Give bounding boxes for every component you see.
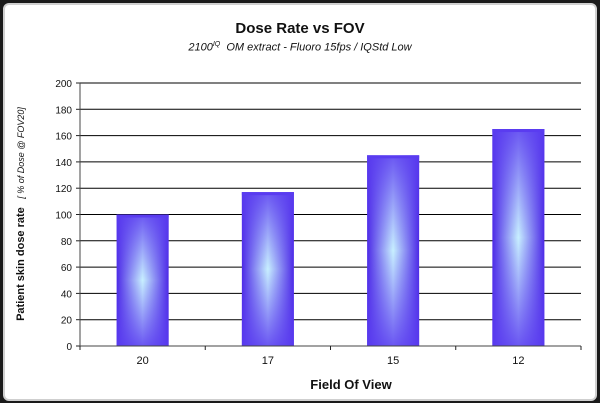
subtitle-rest: OM extract - Fluoro 15fps / IQStd Low [226,41,412,54]
bar-shade [367,155,420,346]
bar-cap [116,214,169,218]
y-tick-label: 80 [61,237,73,248]
x-tick-label: 12 [512,355,524,367]
subtitle-model-sup: IQ [212,41,221,48]
y-axis-label-main: Patient skin dose rate [15,207,27,321]
bars [116,129,545,346]
bar-shade [492,129,545,346]
x-tick-label: 20 [137,355,149,367]
y-tick-label: 60 [61,263,73,274]
chart-title: Dose Rate vs FOV [235,20,365,37]
y-axis-label: Patient skin dose rate [ % of Dose @ FOV… [11,107,28,321]
y-axis-label-unit: [ % of Dose @ FOV20] [16,107,26,200]
bar-12 [492,129,545,346]
bar-shade [241,192,294,346]
bar-cap [367,155,420,159]
bar-20 [116,214,169,346]
chart-subtitle: 2100IQ OM extract - Fluoro 15fps / IQStd… [0,41,600,54]
y-tick-label: 120 [55,184,72,195]
x-tick-label: 15 [387,355,399,367]
y-tick-label: 140 [55,158,72,169]
bar-17 [241,192,294,346]
x-tick-label: 17 [262,355,274,367]
y-tick-label: 180 [55,105,72,116]
y-tick-label: 40 [61,289,73,300]
axes [76,82,582,350]
subtitle-model: 2100 [188,41,213,54]
bar-shade [116,214,169,346]
y-tick-label: 20 [61,316,73,327]
x-axis-label: Field Of View [310,377,392,392]
y-tick-label: 160 [55,132,72,143]
y-tick-label: 0 [66,342,72,353]
bar-cap [241,192,294,196]
bar-cap [492,129,545,133]
bar-15 [367,155,420,346]
y-tick-label: 200 [55,79,72,90]
tick-labels: 0 20 40 60 80 100 120 140 160 180 200 20 17 15 12 [55,79,524,367]
y-tick-label: 100 [55,211,72,222]
